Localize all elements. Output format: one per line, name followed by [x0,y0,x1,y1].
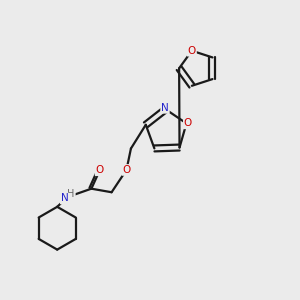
Text: N: N [161,103,169,113]
Text: O: O [96,165,104,175]
Text: O: O [184,118,192,128]
Text: N: N [61,194,68,203]
Text: O: O [188,46,196,56]
Text: H: H [68,189,75,199]
Text: O: O [122,165,130,175]
